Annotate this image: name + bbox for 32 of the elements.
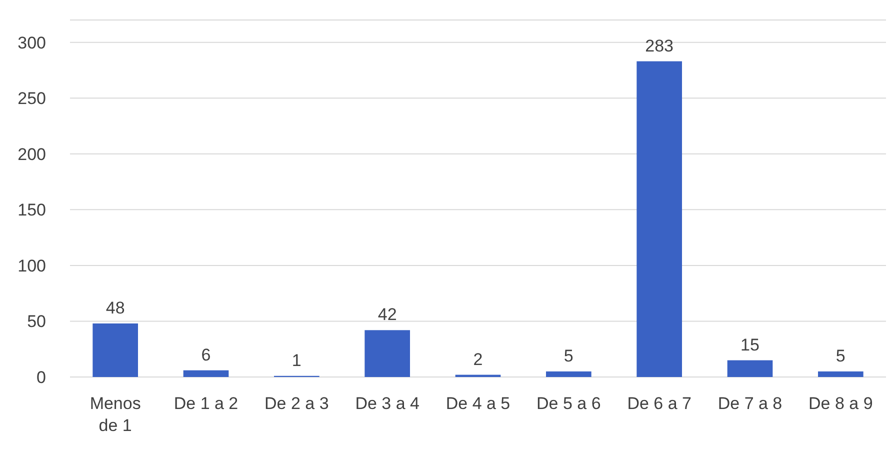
data-label: 283	[645, 36, 674, 56]
x-tick-label: De 2 a 3	[264, 394, 329, 413]
data-label: 42	[378, 305, 397, 324]
x-tick-label: De 3 a 4	[355, 394, 420, 413]
y-tick-label: 150	[18, 200, 46, 220]
x-tick-label: De 7 a 8	[718, 394, 782, 413]
x-tick-label: De 6 a 7	[627, 394, 692, 413]
bar	[183, 370, 229, 377]
data-label: 2	[473, 350, 483, 369]
y-tick-label: 200	[18, 144, 46, 164]
bar	[818, 371, 864, 377]
x-tick-label: De 4 a 5	[446, 394, 510, 413]
bar	[546, 371, 592, 377]
data-label: 6	[201, 345, 211, 364]
data-label: 5	[564, 346, 574, 366]
bar	[727, 360, 773, 377]
x-tick-label: De 1 a 2	[174, 394, 238, 413]
x-tick-label: De 5 a 6	[536, 394, 601, 413]
data-label: 5	[836, 346, 846, 366]
data-label: 48	[106, 298, 125, 318]
y-tick-label: 300	[18, 33, 46, 52]
data-label: 15	[740, 335, 760, 354]
y-tick-label: 50	[27, 312, 46, 332]
bar	[636, 61, 682, 377]
bar	[364, 330, 410, 377]
x-tick-label: Menos de 1	[90, 394, 141, 436]
data-label: 1	[292, 350, 302, 370]
x-tick-label: De 8 a 9	[808, 394, 873, 413]
bar	[92, 323, 138, 377]
y-tick-label: 250	[18, 89, 46, 108]
y-tick-label: 100	[18, 256, 46, 276]
y-tick-label: 0	[36, 368, 46, 387]
